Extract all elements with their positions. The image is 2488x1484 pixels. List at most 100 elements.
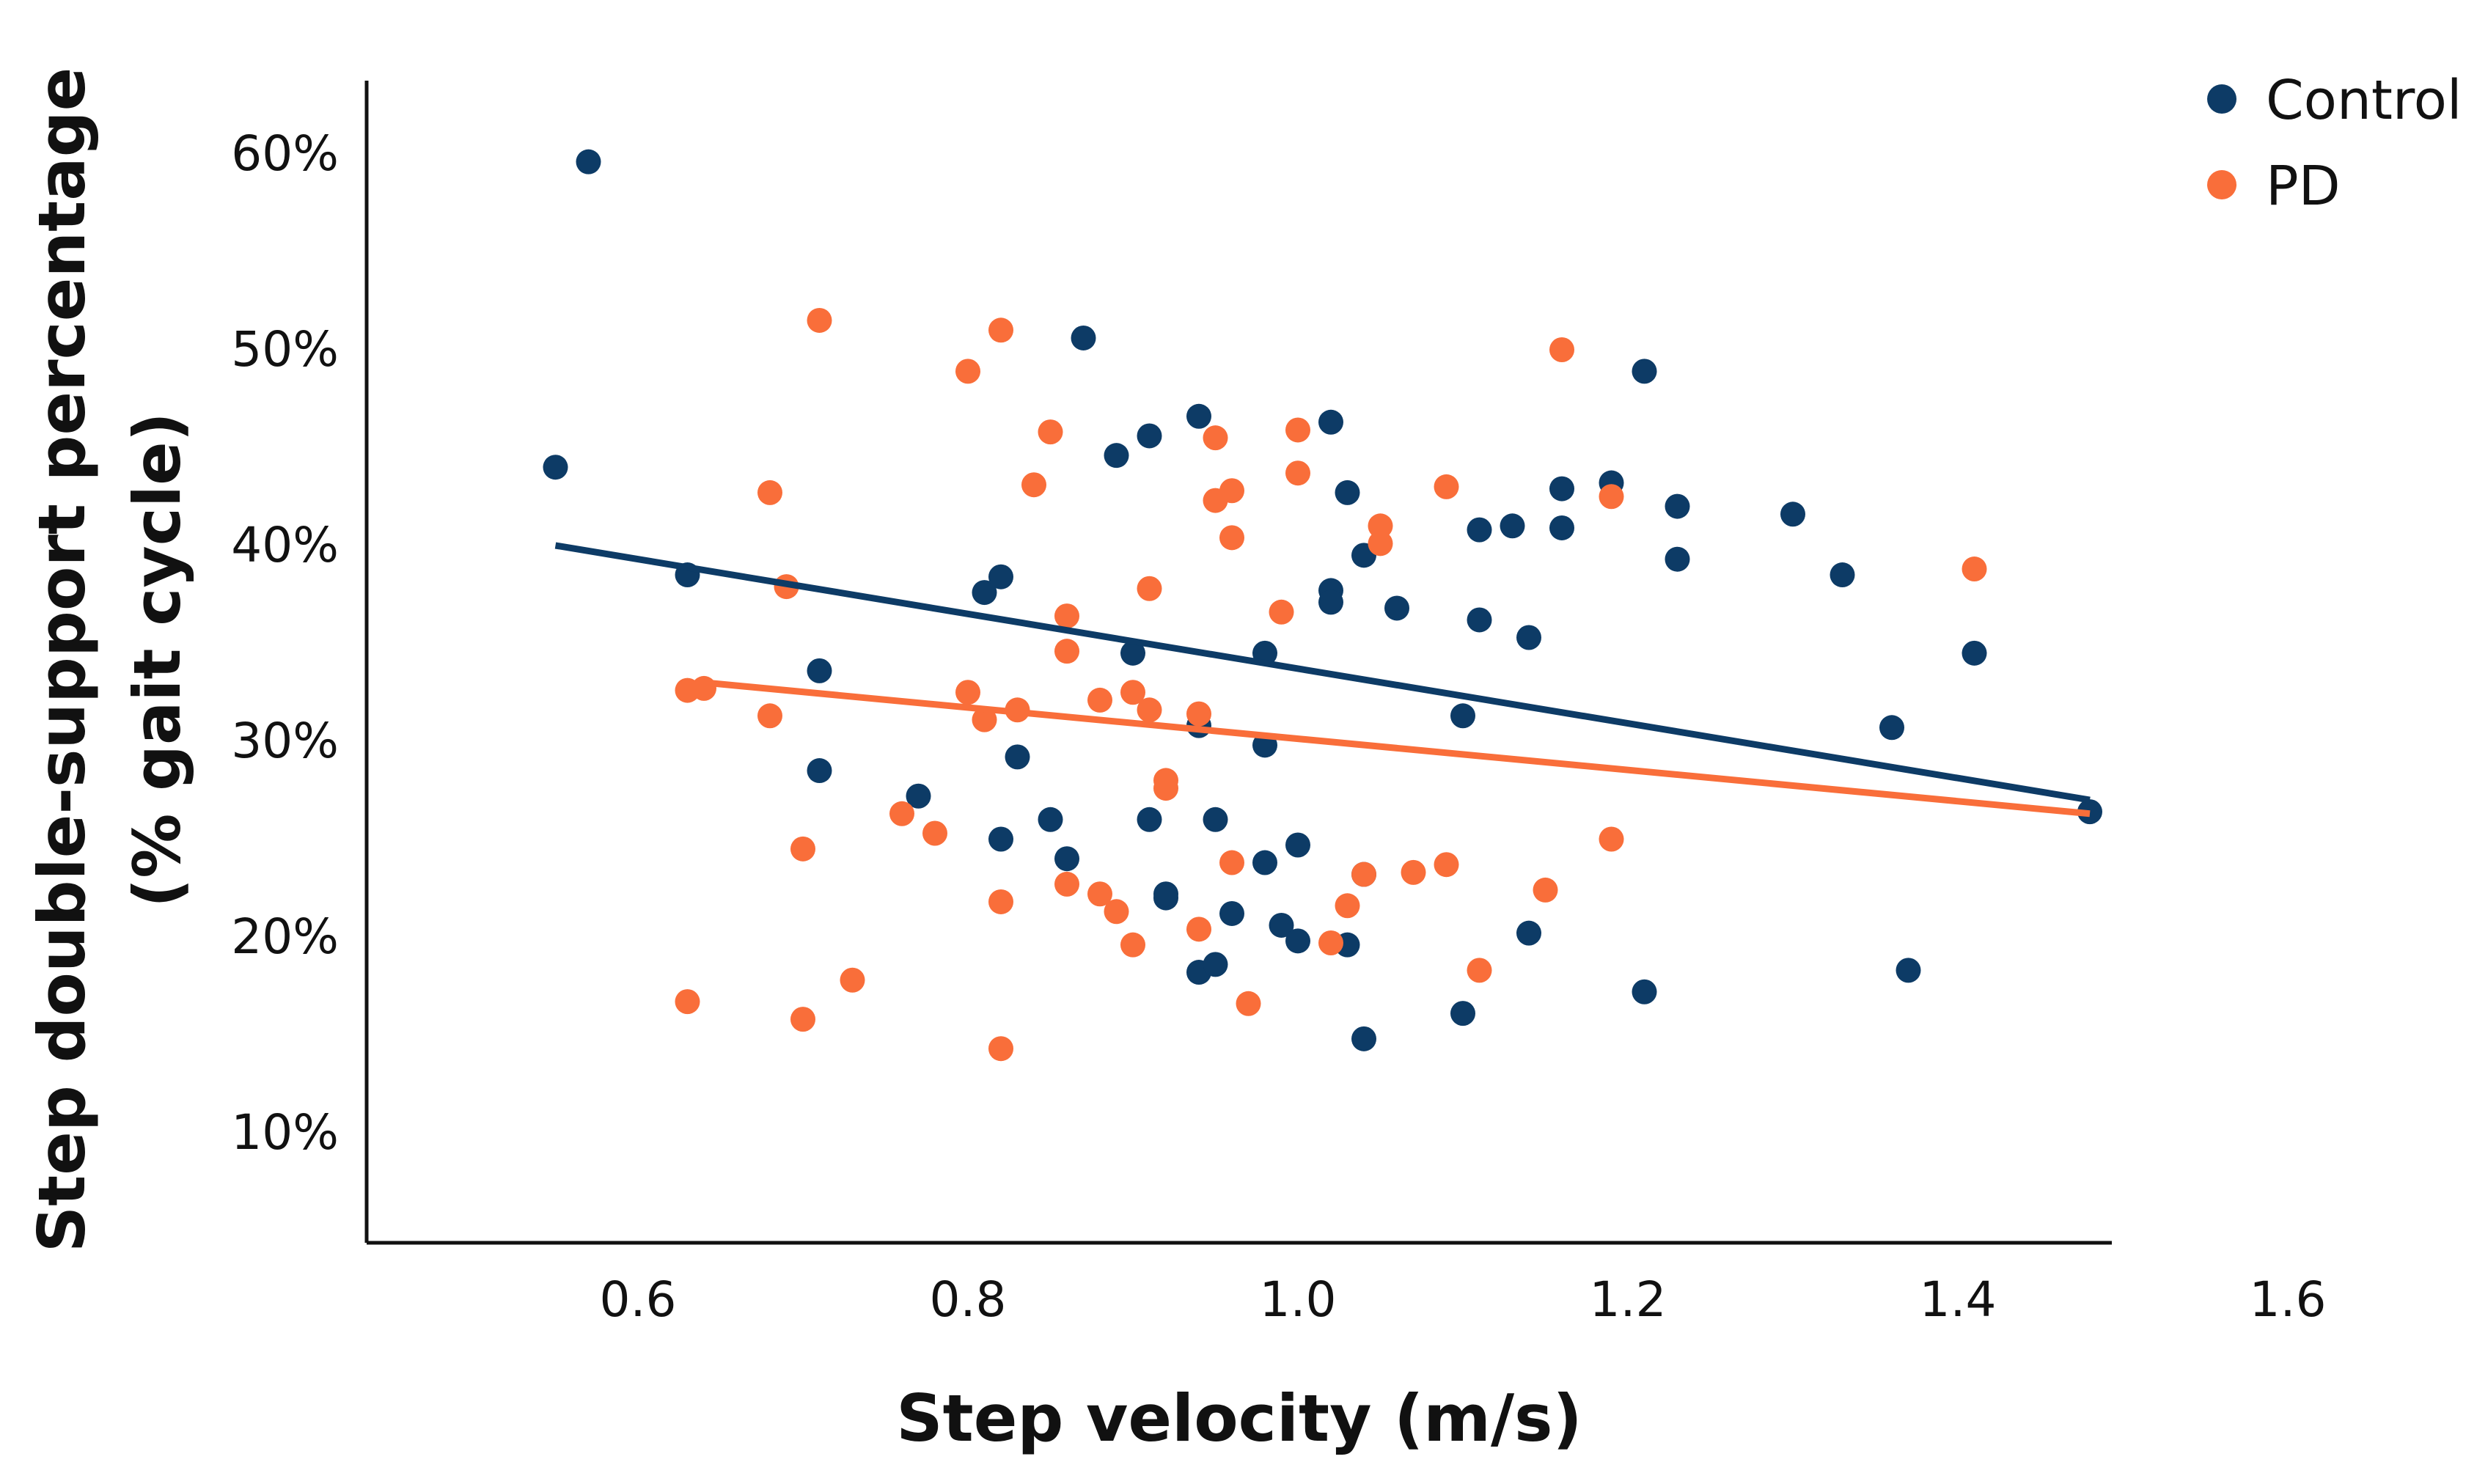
data-point-control bbox=[1549, 515, 1574, 540]
data-point-pd bbox=[1219, 525, 1244, 551]
data-point-pd bbox=[1137, 576, 1162, 601]
data-point-pd bbox=[1962, 556, 1987, 582]
data-point-pd bbox=[988, 889, 1013, 914]
data-point-pd bbox=[1219, 478, 1244, 504]
legend-marker-control bbox=[2207, 84, 2236, 114]
data-point-pd bbox=[955, 359, 980, 384]
x-tick-label: 1.4 bbox=[1920, 1271, 1997, 1328]
data-point-pd bbox=[691, 675, 716, 701]
data-point-pd bbox=[1104, 899, 1129, 925]
data-point-pd bbox=[922, 820, 947, 846]
y-tick-labels: 10% 20% 30% 40% 50% 60% bbox=[231, 125, 339, 1161]
data-point-control bbox=[1516, 625, 1541, 650]
data-point-control bbox=[1285, 832, 1310, 858]
data-point-control bbox=[1318, 409, 1343, 435]
data-point-pd bbox=[1120, 932, 1145, 958]
data-point-control bbox=[1665, 493, 1690, 519]
data-point-pd bbox=[1186, 917, 1211, 942]
data-point-control bbox=[1500, 513, 1525, 539]
x-axis-title: Step velocity (m/s) bbox=[896, 1381, 1582, 1456]
data-point-pd bbox=[790, 1007, 815, 1032]
data-point-pd bbox=[1401, 859, 1426, 885]
legend: Control PD bbox=[2207, 69, 2462, 218]
data-point-pd bbox=[1467, 958, 1492, 983]
trend-layer bbox=[554, 542, 2091, 818]
data-point-pd bbox=[1054, 603, 1079, 629]
data-point-control bbox=[1137, 807, 1162, 832]
data-point-pd bbox=[1120, 680, 1145, 705]
data-point-pd bbox=[889, 801, 914, 826]
data-point-pd bbox=[1054, 871, 1079, 897]
data-point-control bbox=[807, 658, 832, 683]
data-point-pd bbox=[1599, 826, 1624, 852]
y-tick-label: 30% bbox=[231, 713, 339, 769]
data-point-control bbox=[1104, 443, 1129, 469]
data-point-pd bbox=[1054, 639, 1079, 664]
data-point-control bbox=[1467, 517, 1492, 543]
y-tick-label: 50% bbox=[231, 321, 339, 378]
data-point-control bbox=[1450, 703, 1475, 729]
data-point-pd bbox=[1285, 460, 1310, 486]
data-point-control bbox=[576, 149, 601, 175]
data-point-pd bbox=[840, 967, 865, 993]
data-point-pd bbox=[1318, 930, 1343, 956]
data-point-control bbox=[1384, 595, 1409, 621]
x-tick-label: 1.2 bbox=[1590, 1271, 1667, 1328]
data-point-pd bbox=[1219, 850, 1244, 875]
data-point-control bbox=[1896, 958, 1921, 983]
data-point-pd bbox=[1021, 472, 1046, 498]
data-point-control bbox=[1318, 589, 1343, 615]
legend-marker-pd bbox=[2207, 170, 2236, 199]
data-point-control bbox=[1120, 640, 1145, 666]
data-point-pd bbox=[1549, 337, 1574, 362]
data-point-control bbox=[1450, 1001, 1475, 1026]
data-point-pd bbox=[1368, 531, 1393, 556]
data-point-pd bbox=[1203, 425, 1228, 451]
data-point-pd bbox=[1153, 768, 1178, 793]
data-point-pd bbox=[1368, 513, 1393, 539]
data-point-control bbox=[1467, 607, 1492, 633]
data-point-control bbox=[1252, 850, 1277, 875]
data-point-pd bbox=[972, 707, 997, 732]
data-point-control bbox=[1632, 359, 1657, 384]
data-point-pd bbox=[807, 307, 832, 333]
data-point-control bbox=[1054, 846, 1079, 872]
data-point-control bbox=[1219, 900, 1244, 926]
x-tick-label: 0.8 bbox=[930, 1271, 1007, 1328]
x-tick-label: 1.0 bbox=[1260, 1271, 1337, 1328]
data-point-pd bbox=[675, 989, 700, 1015]
data-point-control bbox=[1203, 952, 1228, 977]
data-point-control bbox=[1549, 476, 1574, 502]
data-point-pd bbox=[757, 480, 782, 505]
y-tick-label: 40% bbox=[231, 517, 339, 573]
trend-line-control bbox=[554, 542, 2091, 804]
data-point-pd bbox=[1236, 991, 1261, 1016]
data-point-pd bbox=[988, 317, 1013, 343]
y-axis-title-line1: Step double-support percentage bbox=[24, 67, 100, 1252]
data-point-pd bbox=[1269, 599, 1294, 625]
data-point-control bbox=[807, 758, 832, 784]
data-point-pd bbox=[1434, 852, 1459, 878]
data-point-control bbox=[1005, 744, 1030, 770]
data-point-pd bbox=[757, 703, 782, 729]
x-tick-label: 1.6 bbox=[2250, 1271, 2327, 1328]
data-point-pd bbox=[1533, 877, 1558, 903]
data-point-pd bbox=[988, 1036, 1013, 1062]
legend-label-pd: PD bbox=[2266, 155, 2341, 218]
legend-label-control: Control bbox=[2266, 69, 2462, 132]
y-axis-title-line2: (% gait cycle) bbox=[120, 412, 195, 908]
data-point-control bbox=[1038, 807, 1063, 832]
data-point-control bbox=[1335, 480, 1360, 505]
points-layer bbox=[543, 149, 2102, 1062]
data-point-control bbox=[988, 826, 1013, 852]
data-point-control bbox=[1351, 1026, 1376, 1051]
x-tick-label: 0.6 bbox=[600, 1271, 677, 1328]
data-point-pd bbox=[955, 680, 980, 705]
data-point-control bbox=[1516, 920, 1541, 946]
data-point-pd bbox=[1186, 701, 1211, 727]
data-point-control bbox=[1665, 546, 1690, 572]
data-point-control bbox=[1780, 502, 1805, 527]
data-point-pd bbox=[1335, 893, 1360, 919]
data-point-control bbox=[1137, 423, 1162, 449]
